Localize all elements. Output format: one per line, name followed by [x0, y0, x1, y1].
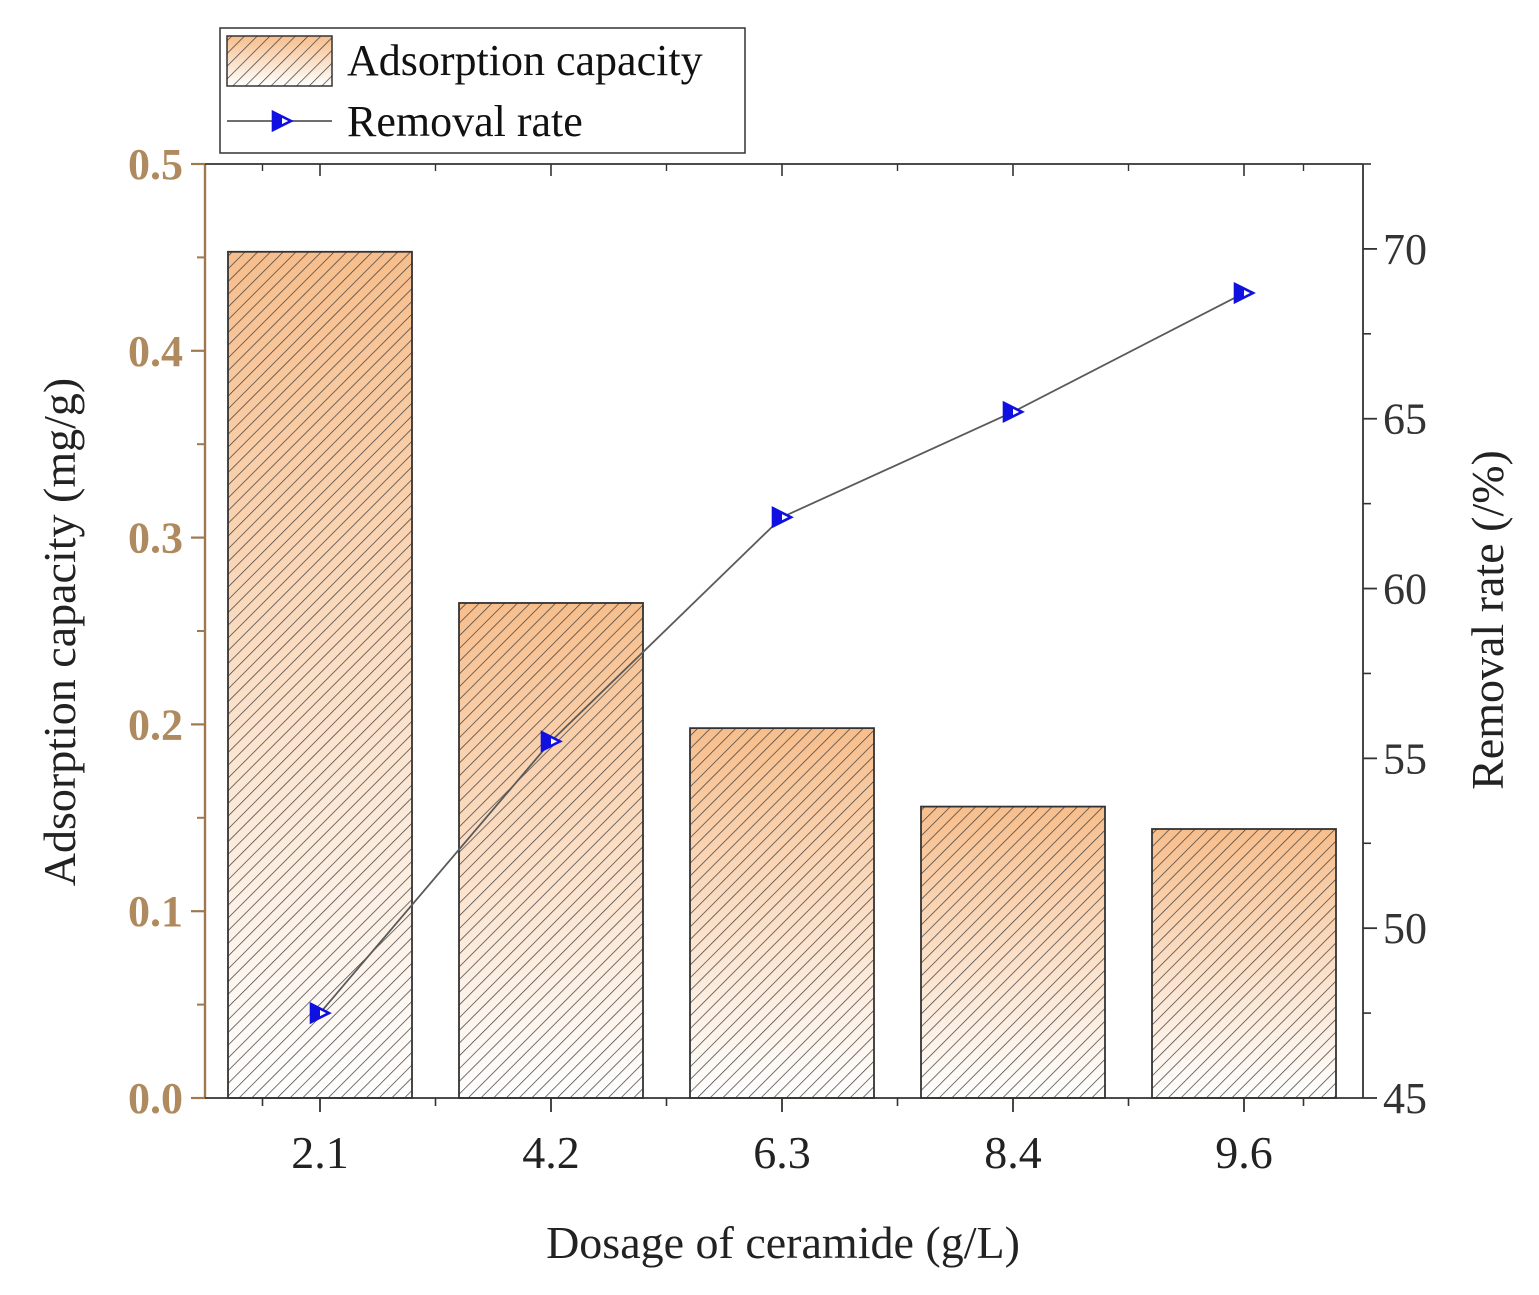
left-axis-title: Adsorption capacity (mg/g): [34, 378, 85, 886]
x-tick-label: 6.3: [753, 1127, 811, 1178]
legend-label-removal-rate: Removal rate: [347, 97, 583, 146]
legend-bar-swatch-hatch: [226, 35, 333, 87]
left-tick-label: 0.4: [128, 327, 183, 376]
bar-4.2: [458, 602, 644, 1099]
marker-fill-8.4: [1004, 402, 1013, 421]
bar-2.1: [227, 250, 413, 1099]
x-tick-label: 9.6: [1215, 1127, 1273, 1178]
right-tick-label: 55: [1383, 734, 1427, 783]
marker-fill-2.1: [311, 1004, 320, 1023]
right-tick-label: 50: [1383, 904, 1427, 953]
x-axis-title: Dosage of ceramide (g/L): [546, 1217, 1020, 1268]
left-tick-label: 0.2: [128, 700, 183, 749]
right-tick-label: 45: [1383, 1074, 1427, 1123]
marker-fill-9.6: [1235, 284, 1244, 303]
marker-fill-6.3: [773, 508, 782, 527]
x-tick-label: 4.2: [522, 1127, 580, 1178]
right-tick-label: 70: [1383, 225, 1427, 274]
bar-9.6: [1151, 828, 1337, 1099]
legend-label-adsorption-capacity: Adsorption capacity: [347, 36, 703, 85]
line-series: [309, 281, 1256, 1025]
bar-series: [227, 250, 1337, 1099]
left-tick-label: 0.5: [128, 140, 183, 189]
legend: Adsorption capacity Removal rate: [219, 27, 746, 154]
right-tick-label: 60: [1383, 565, 1427, 614]
x-tick-label: 2.1: [291, 1127, 349, 1178]
bar-6.3: [689, 727, 875, 1099]
left-tick-label: 0.3: [128, 514, 183, 563]
right-axis-title: Removal rate (/%): [1462, 450, 1513, 790]
bar-8.4: [920, 805, 1106, 1099]
x-axis-ticks: 2.1 4.2 6.3 8.4 9.6: [261, 164, 1305, 1178]
left-tick-label: 0.1: [128, 887, 183, 936]
left-axis-ticks: 0.0 0.1 0.2 0.3 0.4 0.5: [128, 140, 205, 1123]
legend-marker-triangle-half: [273, 112, 282, 130]
x-tick-label: 8.4: [984, 1127, 1042, 1178]
marker-fill-4.2: [542, 732, 551, 751]
left-tick-label: 0.0: [128, 1074, 183, 1123]
right-axis-ticks: 45 50 55 60 65 70: [1363, 163, 1427, 1123]
right-tick-label: 65: [1383, 395, 1427, 444]
